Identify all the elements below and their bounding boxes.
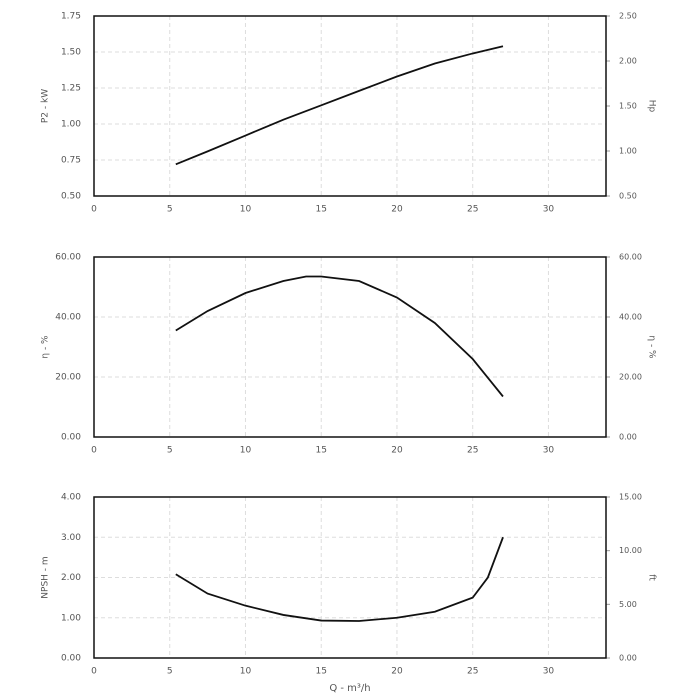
y-tick-label: 40.00	[55, 313, 81, 323]
y-tick-label: 0.75	[61, 156, 81, 166]
y-tick-label: 1.00	[61, 120, 81, 130]
y2-tick-label: 60.00	[619, 253, 642, 262]
x-tick-label: 5	[167, 667, 173, 677]
x-tick-label: 5	[167, 446, 173, 456]
y-tick-label: 1.00	[61, 613, 81, 623]
y2-tick-label: 1.50	[619, 102, 637, 111]
y2-tick-label: 5.00	[619, 600, 637, 609]
x-tick-label: 20	[391, 205, 403, 215]
y-tick-label: 0.00	[61, 433, 81, 443]
y-tick-label: 60.00	[55, 253, 81, 263]
y2-tick-label: 0.00	[619, 654, 637, 663]
x-tick-label: 30	[543, 667, 555, 677]
y-tick-label: 20.00	[55, 373, 81, 383]
y-tick-label: 1.25	[61, 84, 81, 94]
x-tick-label: 25	[467, 446, 478, 456]
curve	[175, 536, 504, 622]
curve	[175, 275, 504, 398]
y-tick-label: 4.00	[61, 493, 81, 503]
y-tick-label: 3.00	[61, 533, 81, 543]
y2-axis-label: Hp	[647, 100, 657, 113]
x-tick-label: 30	[543, 446, 555, 456]
y-axis-label: NPSH - m	[41, 556, 51, 598]
y-axis-label: η - %	[41, 335, 51, 359]
x-tick-label: 25	[467, 205, 478, 215]
y2-axis-label: η - %	[647, 335, 657, 359]
y2-tick-label: 1.00	[619, 147, 637, 156]
x-tick-label: 30	[543, 205, 555, 215]
y2-tick-label: 20.00	[619, 373, 642, 382]
y2-axis-label: ft	[647, 574, 657, 581]
x-tick-label: 5	[167, 205, 173, 215]
plot-frame	[93, 256, 607, 438]
y-tick-label: 0.50	[61, 192, 81, 202]
x-tick-label: 0	[91, 205, 97, 215]
x-tick-label: 10	[240, 446, 252, 456]
y-tick-label: 2.00	[61, 573, 81, 583]
y-axis-label: P2 - kW	[41, 89, 51, 123]
x-tick-label: 0	[91, 667, 97, 677]
y2-tick-label: 40.00	[619, 313, 642, 322]
curve	[175, 45, 504, 166]
x-tick-label: 10	[240, 205, 252, 215]
plot-frame	[93, 496, 607, 659]
x-axis-label: Q - m³/h	[329, 683, 370, 694]
x-tick-label: 20	[391, 446, 403, 456]
x-tick-label: 0	[91, 446, 97, 456]
plot-frame	[93, 15, 607, 197]
y2-tick-label: 2.50	[619, 12, 637, 21]
x-tick-label: 15	[315, 667, 326, 677]
y2-tick-label: 0.00	[619, 433, 637, 442]
y-tick-label: 0.00	[61, 654, 81, 664]
y2-tick-label: 10.00	[619, 546, 642, 555]
y2-tick-label: 15.00	[619, 493, 642, 502]
y-tick-label: 1.75	[61, 12, 81, 22]
x-tick-label: 20	[391, 667, 403, 677]
x-tick-label: 25	[467, 667, 478, 677]
x-tick-label: 15	[315, 446, 326, 456]
y2-tick-label: 0.50	[619, 192, 637, 201]
y-tick-label: 1.50	[61, 48, 81, 58]
x-tick-label: 10	[240, 667, 252, 677]
x-tick-label: 15	[315, 205, 326, 215]
y2-tick-label: 2.00	[619, 57, 637, 66]
